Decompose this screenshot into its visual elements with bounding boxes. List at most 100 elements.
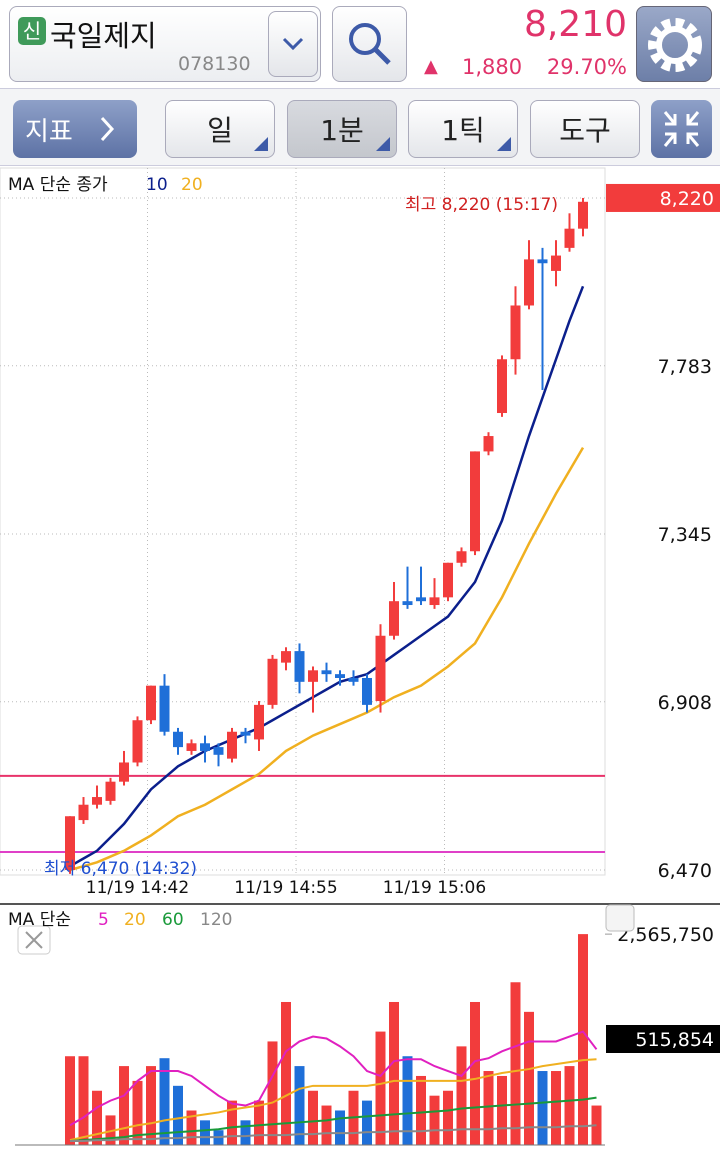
collapse-button[interactable] (651, 100, 712, 158)
candle-body (213, 747, 224, 755)
volume-bar (267, 1041, 278, 1145)
candle-body (497, 359, 507, 414)
gear-icon (648, 18, 702, 72)
stock-name: 국일제지 (50, 19, 157, 53)
minute-button[interactable]: 1분 (287, 100, 397, 158)
candle-body (564, 228, 575, 248)
candle-body (159, 685, 170, 732)
y-tick-label: 7,783 (658, 356, 712, 378)
candle-body (537, 259, 548, 264)
last-value-tag (606, 1025, 720, 1053)
candle-body (443, 562, 453, 598)
x-tick-label: 11/19 14:42 (86, 878, 189, 898)
volume-bar (497, 1075, 507, 1145)
ma-line (69, 1058, 597, 1142)
ma-line (69, 285, 585, 868)
ma-line (70, 1124, 597, 1143)
volume-bar (564, 1066, 575, 1145)
candle-body (200, 743, 210, 751)
chart-title: MA 단순 종가 (8, 175, 108, 195)
y-tick-label: 6,908 (658, 692, 712, 714)
volume-bar (132, 1080, 143, 1145)
candle-body (281, 651, 291, 663)
close-icon (25, 931, 43, 949)
badge: 신 (18, 17, 46, 45)
candle-body (402, 601, 413, 606)
stock-code: 078130 (178, 53, 251, 75)
volume-bar (402, 1056, 413, 1145)
candle-body (267, 658, 278, 705)
candle-body (578, 201, 588, 229)
volume-bar (159, 1058, 170, 1145)
price-tag (606, 183, 720, 212)
volume-bar (200, 1120, 210, 1145)
volume-bar (78, 1056, 89, 1145)
candle-body (132, 720, 143, 763)
day-button[interactable]: 일 (165, 100, 275, 158)
volume-bar (294, 1066, 305, 1145)
volume-bar (375, 1031, 386, 1145)
candle-body (389, 601, 399, 636)
volume-bar (119, 1066, 129, 1145)
candle-body (470, 451, 480, 552)
stock-box[interactable]: 신 국일제지 078130 (9, 6, 321, 82)
scroll-button (605, 904, 635, 932)
indicator-button[interactable]: 지표 (13, 100, 137, 158)
volume-bar (227, 1100, 237, 1145)
y-tick-label: 7,345 (658, 524, 712, 546)
candle-body (227, 731, 237, 759)
volume-bar (362, 1100, 372, 1145)
legend-entry: 60 (162, 910, 184, 930)
volume-bar (254, 1100, 264, 1145)
search-button[interactable] (332, 6, 407, 82)
candle-body (510, 305, 521, 360)
volume-bar (416, 1075, 426, 1145)
price-tag-label: 8,220 (660, 188, 714, 210)
volume-bar (186, 1110, 197, 1145)
candle-body (456, 551, 467, 563)
change: 1,880 (462, 55, 523, 79)
tick-label: 1틱 (441, 114, 485, 147)
candle-body (254, 704, 264, 740)
candle-body (105, 781, 116, 801)
volume-bar (470, 1001, 480, 1145)
x-tick-label: 11/19 14:55 (234, 878, 337, 898)
volume-bar (321, 1105, 332, 1145)
settings-button[interactable] (636, 6, 712, 82)
volume-bar (389, 1001, 399, 1145)
tools-button[interactable]: 도구 (530, 100, 640, 158)
candle-body (78, 804, 89, 821)
candle-body (173, 731, 183, 748)
change-rate: 29.70% (546, 55, 627, 79)
candle-body (294, 651, 305, 682)
candle-body (65, 816, 75, 871)
candle-body (240, 731, 251, 736)
volume-bar (240, 1120, 251, 1145)
dropdown-button[interactable] (268, 11, 318, 77)
candle-body (362, 677, 372, 705)
candle-body (119, 762, 129, 782)
volume-bar (510, 982, 521, 1145)
minute-label: 1분 (320, 114, 364, 147)
x-tick-label: 11/19 15:06 (383, 878, 486, 898)
volume-bar (146, 1066, 156, 1145)
current-price: 8,210 (523, 4, 627, 45)
ma-line (69, 1096, 597, 1143)
ma-line (69, 1030, 598, 1127)
chevron-right (100, 116, 114, 142)
candle-body (524, 259, 534, 306)
candle-body (416, 597, 426, 602)
candle-body (551, 255, 561, 271)
volume-bar (173, 1085, 183, 1145)
candle-body (186, 743, 197, 751)
indicator-label: 지표 (25, 116, 73, 147)
last-value-label: 515,854 (635, 1029, 714, 1051)
volume-bar (456, 1046, 467, 1145)
legend-entry: 120 (200, 910, 232, 930)
search-icon (348, 23, 391, 65)
chevron (282, 37, 304, 51)
tick-button[interactable]: 1틱 (408, 100, 518, 158)
annotation: 최저 6,470 (14:32) (44, 859, 197, 879)
